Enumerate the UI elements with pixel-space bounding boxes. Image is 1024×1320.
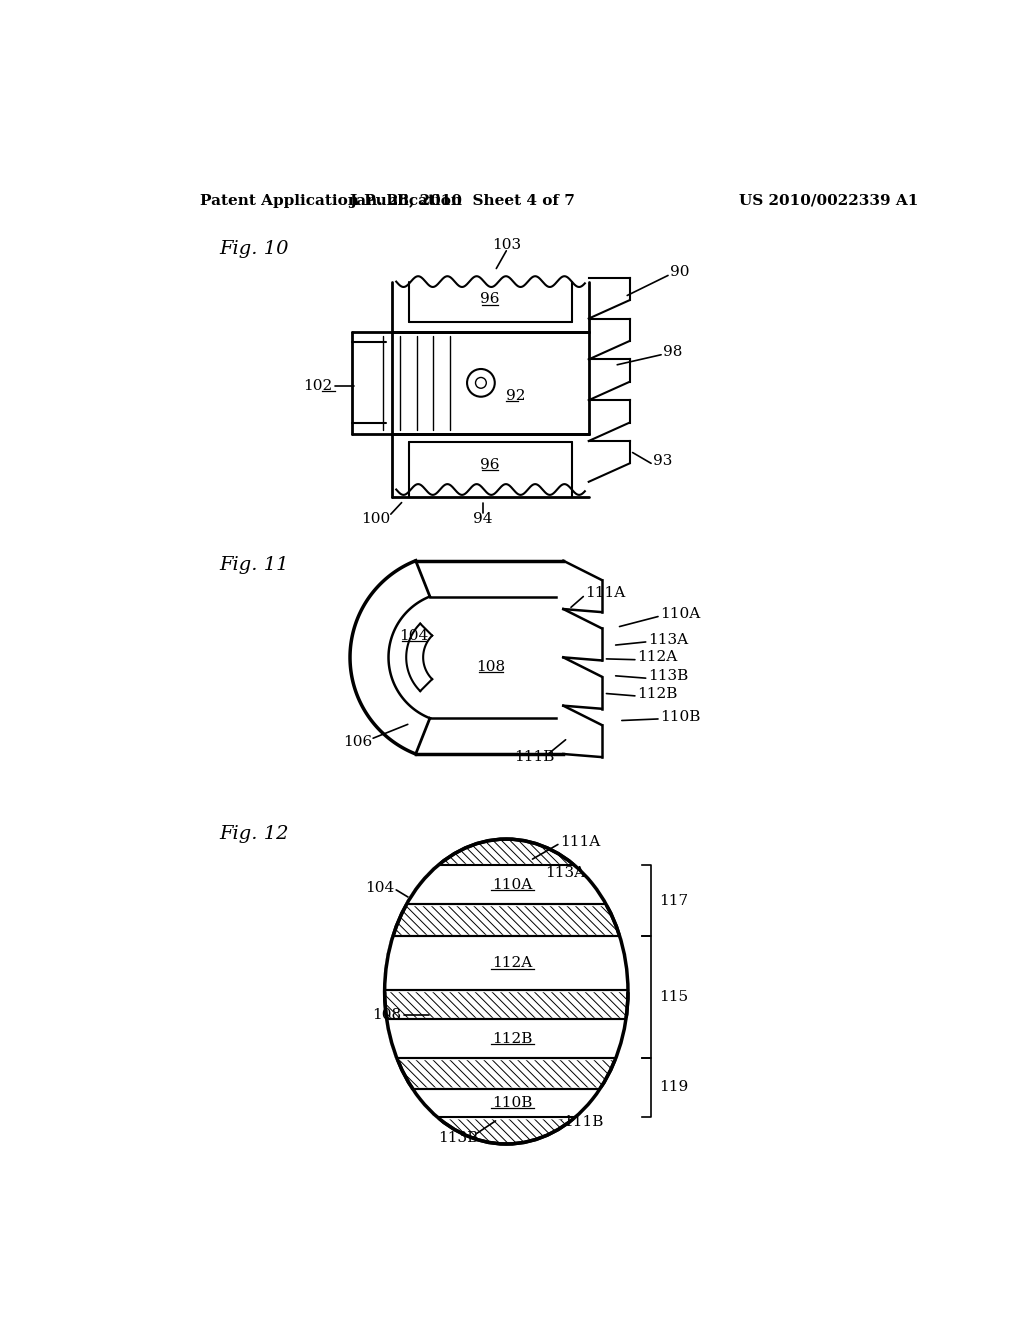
Text: 104: 104 <box>365 882 394 895</box>
Text: 108: 108 <box>476 660 506 673</box>
Text: 106: 106 <box>343 735 373 748</box>
Text: 93: 93 <box>652 454 672 469</box>
Text: 112A: 112A <box>637 651 678 664</box>
Text: 96: 96 <box>480 458 500 471</box>
Text: US 2010/0022339 A1: US 2010/0022339 A1 <box>739 194 919 207</box>
Text: 112B: 112B <box>637 686 678 701</box>
Text: 110A: 110A <box>660 607 700 622</box>
Text: Jan. 28, 2010  Sheet 4 of 7: Jan. 28, 2010 Sheet 4 of 7 <box>349 194 574 207</box>
Text: 103: 103 <box>492 239 521 252</box>
Text: 112A: 112A <box>493 956 532 970</box>
Text: 108: 108 <box>373 1007 401 1022</box>
Text: 113B: 113B <box>648 669 688 682</box>
Text: 113A: 113A <box>545 866 585 880</box>
Ellipse shape <box>385 840 628 1144</box>
Text: 94: 94 <box>473 512 493 525</box>
Text: 111A: 111A <box>560 836 600 849</box>
Text: Patent Application Publication: Patent Application Publication <box>200 194 462 207</box>
Text: 111B: 111B <box>563 1115 604 1130</box>
Text: 113B: 113B <box>437 1131 478 1144</box>
Text: 115: 115 <box>658 990 688 1005</box>
Text: 104: 104 <box>399 628 429 643</box>
Text: 96: 96 <box>480 292 500 306</box>
Text: 100: 100 <box>360 512 390 525</box>
Text: 92: 92 <box>506 388 525 403</box>
Text: 111A: 111A <box>585 586 625 601</box>
Text: 102: 102 <box>303 379 333 392</box>
Text: 110A: 110A <box>493 878 532 891</box>
Text: 110B: 110B <box>493 1096 532 1110</box>
Text: 119: 119 <box>658 1080 688 1094</box>
Text: 110B: 110B <box>660 710 700 723</box>
Text: Fig. 11: Fig. 11 <box>219 556 289 574</box>
Text: Fig. 12: Fig. 12 <box>219 825 289 843</box>
Text: 98: 98 <box>664 346 683 359</box>
Text: 117: 117 <box>658 894 688 908</box>
Text: 90: 90 <box>670 265 689 280</box>
Text: 113A: 113A <box>648 632 688 647</box>
Text: 111B: 111B <box>515 751 555 764</box>
Text: Fig. 10: Fig. 10 <box>219 240 289 259</box>
Text: 112B: 112B <box>493 1031 532 1045</box>
